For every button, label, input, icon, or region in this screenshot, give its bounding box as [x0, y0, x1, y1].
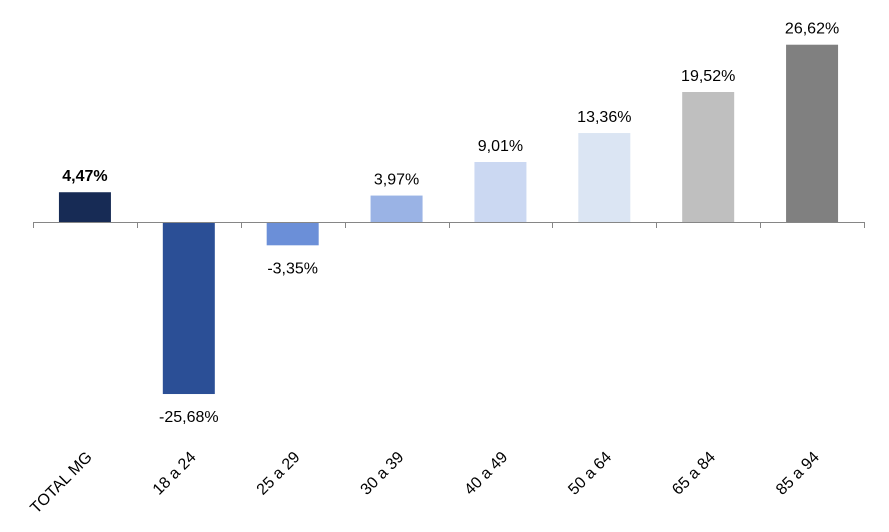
- bars-group: [58, 44, 839, 395]
- bar-40-a-49: [474, 161, 527, 222]
- data-label: 4,47%: [62, 168, 107, 185]
- data-labels-group: 4,47% -25,68% -3,35% 3,97% 9,01% 13,36% 19,52%…: [62, 21, 839, 426]
- category-label: 30 a 39: [358, 449, 408, 499]
- category-label: 65 a 84: [669, 449, 719, 499]
- bar-total-mg: [58, 192, 111, 222]
- x-axis-ticks: [33, 222, 865, 228]
- category-label: TOTAL MG: [27, 449, 95, 517]
- data-label: 13,36%: [577, 109, 631, 126]
- category-labels-group: TOTAL MG 18 a 24 25 a 29 30 a 39 40 a 49 50 a…: [27, 449, 823, 517]
- category-label: 40 a 49: [461, 449, 511, 499]
- data-label: 26,62%: [785, 21, 839, 38]
- bar-30-a-39: [370, 195, 423, 222]
- bar-50-a-64: [578, 133, 631, 222]
- bar-18-a-24: [162, 223, 215, 395]
- category-label: 50 a 64: [565, 449, 615, 499]
- data-label: -25,68%: [159, 409, 219, 426]
- bar-25-a-29: [266, 223, 319, 246]
- category-label: 85 a 94: [773, 449, 823, 499]
- data-label: 3,97%: [374, 172, 419, 189]
- bar-65-a-84: [682, 91, 735, 223]
- data-label: -3,35%: [267, 260, 318, 277]
- category-label: 18 a 24: [150, 449, 200, 499]
- bar-85-a-94: [786, 44, 839, 222]
- data-label: 9,01%: [478, 138, 523, 155]
- category-label: 25 a 29: [254, 449, 304, 499]
- data-label: 19,52%: [681, 68, 735, 85]
